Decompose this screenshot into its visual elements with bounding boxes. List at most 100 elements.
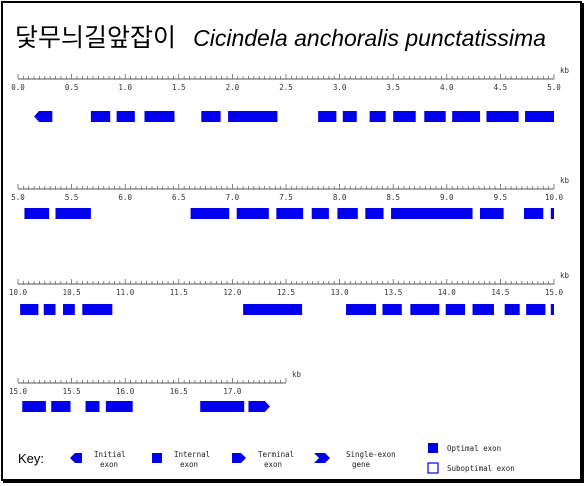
ruler-tick-label: 10.0 — [9, 288, 28, 297]
exon-internal — [445, 304, 466, 315]
ruler-tick-label: 5.5 — [65, 193, 79, 202]
legend-label-internal-line2: exon — [180, 460, 198, 469]
ruler-tick-label: 14.5 — [491, 288, 509, 297]
legend-label-single-line2: gene — [352, 460, 371, 469]
ruler-tick-label: 16.5 — [170, 387, 188, 396]
exon-internal — [410, 304, 440, 315]
legend-label-single: Single-exon — [346, 450, 396, 459]
exon-internal — [391, 208, 473, 219]
legend-optimal-label: Optimal exon — [447, 444, 501, 453]
legend-icon-internal — [152, 453, 162, 463]
ruler-unit-label: kb — [560, 176, 570, 185]
ruler-tick-label: 15.0 — [545, 288, 564, 297]
exon-internal — [55, 208, 91, 219]
map-row-3: 10.0 10.5 11.0 11.5 12.0 12.5 13.0 13.5 14.0 14.5… — [9, 271, 570, 315]
exon-internal — [116, 111, 135, 122]
ruler-tick-label: 3.5 — [386, 83, 400, 92]
legend-key: Key: InitialexonInternalexonTerminalexonS… — [18, 443, 515, 474]
exon-internal — [523, 208, 544, 219]
ruler-tick-label: 15.5 — [63, 387, 81, 396]
ruler-tick-label: 13.0 — [331, 288, 350, 297]
exon-internal — [550, 208, 554, 219]
ruler-tick-label: 16.0 — [116, 387, 135, 396]
ruler-tick-label: 5.0 — [547, 83, 561, 92]
legend-title: Key: — [18, 451, 44, 466]
ruler-tick-label: 2.0 — [226, 83, 240, 92]
exon-internal — [342, 111, 357, 122]
exon-internal — [201, 111, 221, 122]
ruler-tick-label: 4.0 — [440, 83, 454, 92]
legend-icon-initial — [70, 453, 82, 463]
exon-internal — [525, 111, 554, 122]
legend-icon-single — [314, 453, 330, 463]
exon-internal — [346, 304, 377, 315]
exon-internal — [63, 304, 75, 315]
exon-internal — [228, 111, 278, 122]
ruler-tick-label: 6.5 — [172, 193, 186, 202]
legend-suboptimal-label: Suboptimal exon — [447, 464, 515, 473]
exon-internal — [85, 401, 100, 412]
legend-label-initial-line2: exon — [100, 460, 118, 469]
exon-internal — [311, 208, 329, 219]
title-korean-name: 닻무늬길앞잡이 — [15, 23, 177, 52]
ruler-tick-label: 1.5 — [172, 83, 186, 92]
exon-internal — [452, 111, 481, 122]
exon-internal — [382, 304, 402, 315]
title-scientific-name: Cicindela anchoralis punctatissima — [193, 25, 546, 51]
ruler-tick-label: 12.5 — [277, 288, 295, 297]
ruler-tick-label: 0.5 — [65, 83, 79, 92]
figure-title: 닻무늬길앞잡이 Cicindela anchoralis punctatissi… — [15, 18, 546, 52]
ruler-tick-label: 8.0 — [333, 193, 347, 202]
exon-internal — [236, 208, 269, 219]
exon-internal — [550, 304, 554, 315]
exon-terminal — [248, 401, 270, 412]
exon-internal — [369, 111, 386, 122]
map-row-2: 5.0 5.5 6.0 6.5 7.0 7.5 8.0 8.5 9.0 9.5 10.0 kb — [11, 176, 570, 219]
exon-internal — [472, 304, 494, 315]
figure-frame — [1, 1, 582, 481]
ruler-tick-label: 2.5 — [279, 83, 293, 92]
exon-internal — [190, 208, 230, 219]
ruler-tick-label: 11.5 — [170, 288, 188, 297]
exon-internal — [200, 401, 245, 412]
exon-internal — [22, 401, 46, 412]
exon-internal — [504, 304, 520, 315]
exon-internal — [24, 208, 50, 219]
ruler-tick-label: 1.0 — [118, 83, 132, 92]
ruler-tick-label: 9.5 — [494, 193, 508, 202]
legend-optimal-swatch — [428, 443, 438, 453]
exon-internal — [20, 304, 39, 315]
ruler-unit-label: kb — [560, 271, 570, 280]
exon-internal — [276, 208, 304, 219]
exon-internal — [82, 304, 113, 315]
legend-label-terminal: Terminal — [258, 450, 294, 459]
ruler-tick-label: 12.0 — [223, 288, 242, 297]
ruler-tick-label: 9.0 — [440, 193, 454, 202]
ruler-tick-label: 15.0 — [9, 387, 28, 396]
ruler-tick-label: 17.0 — [223, 387, 242, 396]
ruler-tick-label: 7.0 — [226, 193, 240, 202]
exon-internal — [480, 208, 504, 219]
legend-label-internal: Internal — [174, 450, 210, 459]
ruler-tick-label: 4.5 — [494, 83, 508, 92]
exon-internal — [365, 208, 384, 219]
exon-internal — [337, 208, 358, 219]
ruler-unit-label: kb — [560, 66, 570, 75]
ruler-tick-label: 8.5 — [386, 193, 400, 202]
map-row-1: 0.0 0.5 1.0 1.5 2.0 2.5 3.0 3.5 4.0 4.5 5.0 kb — [11, 66, 570, 122]
legend-icon-terminal — [232, 453, 246, 463]
ruler-tick-label: 7.5 — [279, 193, 293, 202]
exon-internal — [526, 304, 546, 315]
legend-suboptimal-swatch — [427, 462, 439, 474]
exon-internal — [43, 304, 56, 315]
legend-label-initial: Initial — [94, 450, 126, 459]
ruler-tick-label: 11.0 — [116, 288, 135, 297]
exon-internal — [51, 401, 71, 412]
legend-label-terminal-line2: exon — [264, 460, 282, 469]
ruler-tick-label: 13.5 — [384, 288, 402, 297]
ruler-tick-label: 0.0 — [11, 83, 25, 92]
exon-internal — [318, 111, 337, 122]
ruler-unit-label: kb — [292, 370, 302, 379]
map-row-4: 15.0 15.5 16.0 16.5 17.0 kb — [9, 370, 302, 412]
